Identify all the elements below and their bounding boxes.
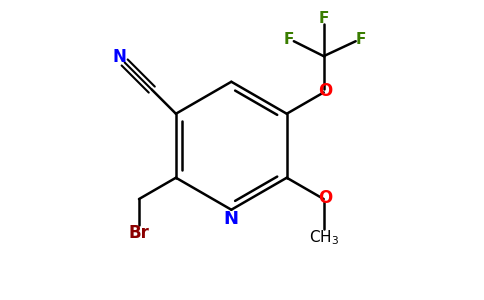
- Text: N: N: [224, 210, 239, 228]
- Text: F: F: [283, 32, 294, 46]
- Text: F: F: [318, 11, 329, 26]
- Text: N: N: [112, 48, 126, 66]
- Text: Br: Br: [129, 224, 150, 242]
- Text: F: F: [356, 32, 366, 46]
- Text: O: O: [318, 189, 332, 207]
- Text: CH$_3$: CH$_3$: [309, 228, 339, 247]
- Text: O: O: [318, 82, 332, 100]
